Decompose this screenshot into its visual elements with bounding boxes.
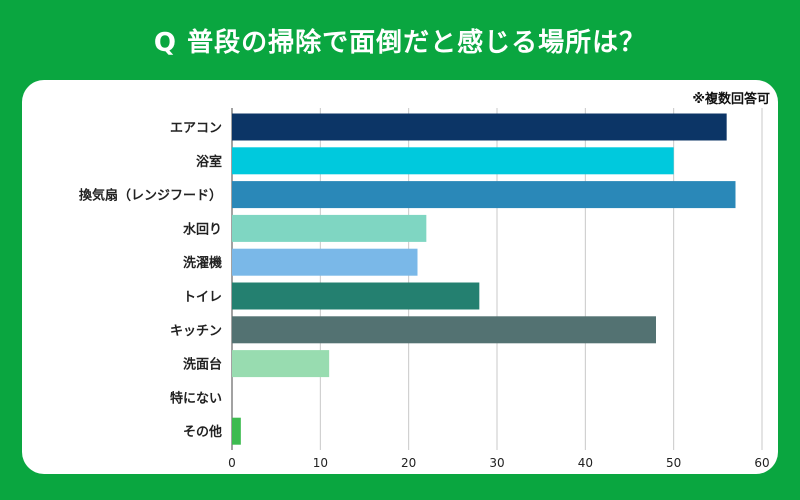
category-label: 洗濯機 <box>183 255 222 271</box>
bar <box>232 181 736 209</box>
x-tick-label: 40 <box>578 456 593 470</box>
x-tick-label: 30 <box>489 456 504 470</box>
x-tick-label: 0 <box>228 456 236 470</box>
bar <box>232 350 330 378</box>
bar <box>232 282 480 310</box>
category-label: 換気扇（レンジフード） <box>79 188 222 204</box>
chart-title: Q 普段の掃除で面倒だと感じる場所は？ <box>153 28 647 58</box>
bar <box>232 248 418 276</box>
multiple-answers-note: ※複数回答可 <box>692 92 770 107</box>
category-label: 水回り <box>183 221 222 237</box>
bar <box>232 417 241 445</box>
x-tick-label: 20 <box>401 456 416 470</box>
category-label: トイレ <box>183 290 222 305</box>
bar <box>232 316 656 344</box>
chart-card <box>22 80 778 474</box>
category-label: エアコン <box>170 121 222 136</box>
bar <box>232 113 727 141</box>
x-tick-label: 60 <box>754 456 769 470</box>
category-label: 浴室 <box>196 154 222 170</box>
category-label: 特にない <box>170 390 222 406</box>
x-tick-label: 50 <box>666 456 681 470</box>
bar <box>232 147 674 175</box>
category-label: その他 <box>183 424 222 440</box>
x-tick-label: 10 <box>313 456 328 470</box>
category-label: キッチン <box>170 324 222 339</box>
category-label: 洗面台 <box>183 357 222 373</box>
bar <box>232 214 427 242</box>
